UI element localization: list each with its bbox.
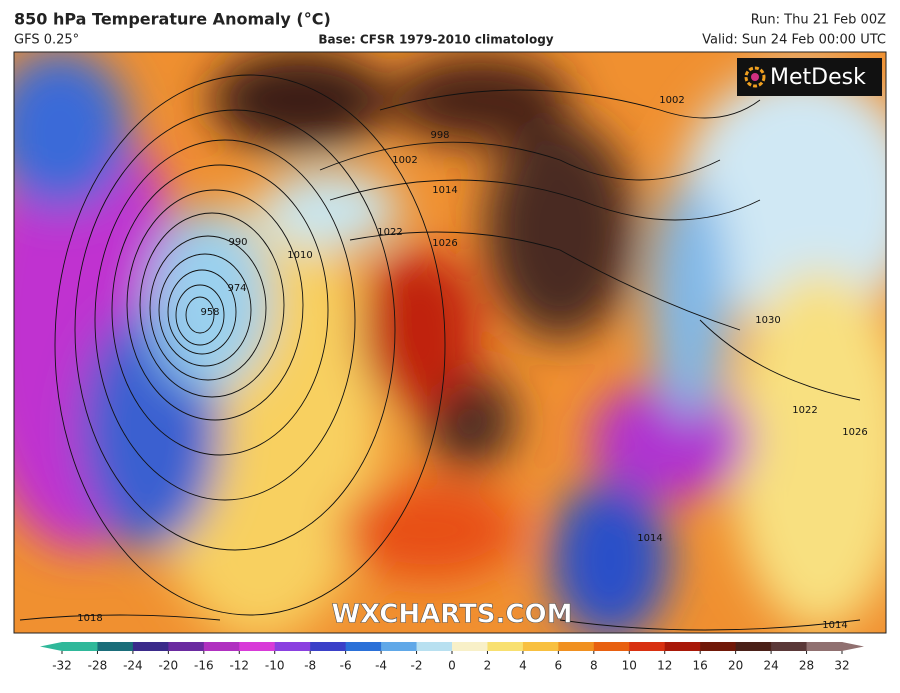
colorbar-segment bbox=[416, 642, 453, 651]
colorbar-segment bbox=[593, 642, 630, 651]
logo: MetDesk bbox=[770, 65, 866, 90]
colorbar-tick-label: 2 bbox=[484, 659, 492, 673]
isobar-label: 1022 bbox=[377, 227, 402, 238]
colorbar-tick-label: -12 bbox=[229, 659, 249, 673]
colorbar-segment bbox=[558, 642, 595, 651]
anomaly-field bbox=[14, 52, 886, 633]
colorbar-segment bbox=[381, 642, 418, 651]
colorbar-segment bbox=[239, 642, 276, 651]
colorbar-tick-label: -4 bbox=[375, 659, 387, 673]
colorbar: -32 -28 -24 -20 -16 -12 -10 -8 -6 -4 -2 0 2 4 6 8 10 12 16… bbox=[40, 642, 864, 673]
colorbar-arrow-left bbox=[40, 642, 62, 651]
colorbar-segment bbox=[735, 642, 772, 651]
colorbar-tick-label: 8 bbox=[590, 659, 598, 673]
colorbar-segment bbox=[310, 642, 347, 651]
colorbar-tick-label: -32 bbox=[52, 659, 72, 673]
map: 998 1002 1014 1022 1026 1010 990 974 958 1018 1030… bbox=[14, 52, 886, 633]
colorbar-tick-label: -2 bbox=[411, 659, 423, 673]
isobar-label: 1002 bbox=[659, 95, 684, 106]
colorbar-tick-label: 10 bbox=[622, 659, 637, 673]
colorbar-segment bbox=[629, 642, 666, 651]
isobar-label: 1010 bbox=[287, 250, 312, 261]
colorbar-segment bbox=[452, 642, 488, 651]
isobar-label: 1026 bbox=[432, 238, 457, 249]
colorbar-tick-label: 20 bbox=[728, 659, 743, 673]
run: Run: Thu 21 Feb 00Z bbox=[751, 13, 886, 28]
colorbar-tick-label: 12 bbox=[657, 659, 672, 673]
colorbar-segment bbox=[168, 642, 205, 651]
isobar-label: 1022 bbox=[792, 405, 817, 416]
isobar-label: 998 bbox=[430, 130, 449, 141]
colorbar-segment bbox=[274, 642, 311, 651]
isobar-label: 1002 bbox=[392, 155, 417, 166]
isobar-label: 1026 bbox=[842, 427, 867, 438]
colorbar-segment bbox=[487, 642, 524, 651]
colorbar-tick-label: 6 bbox=[555, 659, 563, 673]
colorbar-tick-label: -20 bbox=[159, 659, 179, 673]
colorbar-tick-label: 28 bbox=[799, 659, 814, 673]
colorbar-segment bbox=[203, 642, 240, 651]
logo-icon bbox=[744, 66, 766, 88]
isobar-label: 1030 bbox=[755, 315, 780, 326]
colorbar-tick-label: 16 bbox=[693, 659, 708, 673]
valid: Valid: Sun 24 Feb 00:00 UTC bbox=[702, 33, 886, 48]
colorbar-tick-label: -16 bbox=[194, 659, 214, 673]
colorbar-segment bbox=[522, 642, 559, 651]
colorbar-tick-label: 4 bbox=[519, 659, 527, 673]
isobar-labels: 998 1002 1014 1022 1026 1010 990 974 958 1018 1030… bbox=[77, 95, 867, 631]
watermark: WXCHARTS.COM bbox=[331, 600, 572, 630]
colorbar-tick-label: -8 bbox=[304, 659, 316, 673]
map-frame bbox=[13, 51, 887, 634]
colorbar-segment bbox=[62, 642, 98, 651]
isobar-label: 1014 bbox=[432, 185, 457, 196]
colorbar-tick-label: 0 bbox=[448, 659, 456, 673]
isobar-label: 1014 bbox=[637, 533, 662, 544]
colorbar-arrow-right bbox=[842, 642, 864, 651]
colorbar-tick-label: -6 bbox=[340, 659, 352, 673]
isobar-label: 1018 bbox=[77, 613, 102, 624]
logo-box bbox=[737, 58, 882, 96]
colorbar-segment bbox=[132, 642, 169, 651]
colorbar-tick-label: -10 bbox=[265, 659, 285, 673]
colorbar-segment bbox=[664, 642, 701, 651]
isobar-label: 1014 bbox=[822, 620, 847, 631]
isobar-label: 958 bbox=[200, 307, 219, 318]
colorbar-segment bbox=[700, 642, 737, 651]
colorbar-segment bbox=[345, 642, 382, 651]
isobars bbox=[19, 74, 861, 631]
isobar-label: 990 bbox=[228, 237, 247, 248]
colorbar-tick-label: -28 bbox=[88, 659, 108, 673]
isobar-label: 974 bbox=[227, 283, 246, 294]
colorbar-segment bbox=[806, 642, 843, 651]
colorbar-segment bbox=[771, 642, 808, 651]
model: GFS 0.25° bbox=[14, 33, 79, 48]
title: 850 hPa Temperature Anomaly (°C) bbox=[14, 10, 331, 29]
colorbar-tick-label: 24 bbox=[763, 659, 778, 673]
colorbar-tick-label: 32 bbox=[834, 659, 849, 673]
colorbar-tick-label: -24 bbox=[123, 659, 143, 673]
colorbar-segment bbox=[97, 642, 134, 651]
base: Base: CFSR 1979-2010 climatology bbox=[318, 33, 553, 47]
